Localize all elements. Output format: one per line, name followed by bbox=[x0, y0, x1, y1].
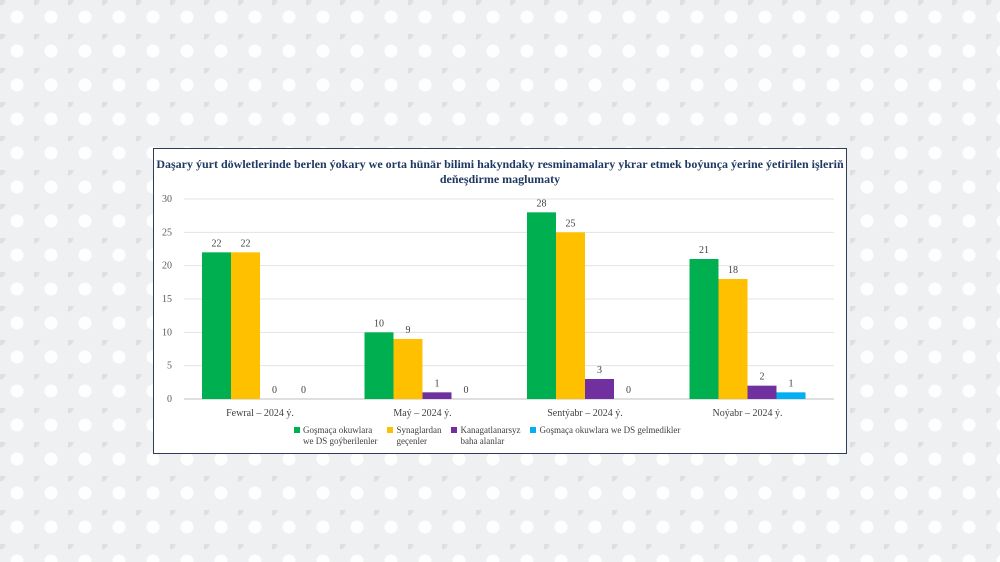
data-label: 28 bbox=[537, 198, 547, 209]
legend-label: Goşmaça okuwlara we DS goýberilenler bbox=[303, 425, 378, 446]
legend-item: Synaglardan geçenler bbox=[387, 425, 441, 447]
y-tick-label: 30 bbox=[162, 194, 172, 205]
bar bbox=[231, 252, 260, 399]
legend-swatch bbox=[294, 427, 300, 433]
y-tick-label: 20 bbox=[162, 261, 172, 272]
bar bbox=[364, 332, 394, 399]
legend-swatch bbox=[530, 427, 537, 433]
data-label: 0 bbox=[272, 385, 277, 396]
bar bbox=[556, 232, 585, 399]
legend-item: Goşmaça okuwlara we DS goýberilenler bbox=[294, 425, 377, 447]
bar bbox=[585, 379, 614, 399]
legend-label: Goşmaça okuwlara we DS gelmedikler bbox=[539, 425, 681, 435]
bar bbox=[747, 385, 777, 399]
legend-item: Goşmaça okuwlara we DS gelmedikler bbox=[530, 425, 680, 447]
data-label: 0 bbox=[464, 385, 469, 396]
data-label: 0 bbox=[301, 385, 306, 396]
bar bbox=[422, 392, 452, 399]
chart-frame: Daşary ýurt döwletlerinde berlen ýokary … bbox=[153, 148, 847, 454]
legend-label: Synaglardan geçenler bbox=[396, 425, 442, 446]
x-category-label: Maý – 2024 ý. bbox=[393, 408, 451, 419]
legend-item: Kanagatlanarsyz baha alanlar bbox=[451, 425, 520, 447]
y-tick-label: 10 bbox=[162, 327, 172, 338]
y-tick-label: 25 bbox=[162, 227, 172, 238]
data-label: 18 bbox=[728, 265, 738, 276]
bar bbox=[776, 392, 806, 399]
data-label: 0 bbox=[626, 385, 631, 396]
bar bbox=[393, 339, 423, 399]
legend-swatch bbox=[451, 427, 458, 433]
data-label: 22 bbox=[212, 238, 222, 249]
x-category-label: Fewral – 2024 ý. bbox=[226, 408, 294, 419]
y-tick-label: 0 bbox=[167, 394, 172, 405]
bar bbox=[202, 252, 231, 399]
y-tick-label: 5 bbox=[167, 361, 172, 372]
data-label: 1 bbox=[435, 378, 440, 389]
chart-legend: Goşmaça okuwlara we DS goýberilenler Syna… bbox=[294, 425, 680, 447]
data-label: 1 bbox=[789, 378, 794, 389]
data-label: 3 bbox=[597, 365, 602, 376]
x-category-label: Sentýabr – 2024 ý. bbox=[547, 408, 623, 419]
legend-swatch bbox=[387, 427, 394, 433]
data-label: 22 bbox=[241, 238, 251, 249]
bar bbox=[527, 212, 556, 399]
chart-title: Daşary ýurt döwletlerinde berlen ýokary … bbox=[156, 157, 844, 186]
data-label: 10 bbox=[374, 318, 384, 329]
legend-label: Kanagatlanarsyz baha alanlar bbox=[460, 425, 521, 446]
x-category-label: Noýabr – 2024 ý. bbox=[713, 408, 783, 419]
y-tick-label: 15 bbox=[162, 294, 172, 305]
data-label: 21 bbox=[699, 245, 709, 256]
bar bbox=[689, 259, 719, 399]
bar bbox=[718, 279, 748, 399]
data-label: 9 bbox=[406, 325, 411, 336]
data-label: 25 bbox=[566, 218, 576, 229]
data-label: 2 bbox=[760, 372, 765, 383]
